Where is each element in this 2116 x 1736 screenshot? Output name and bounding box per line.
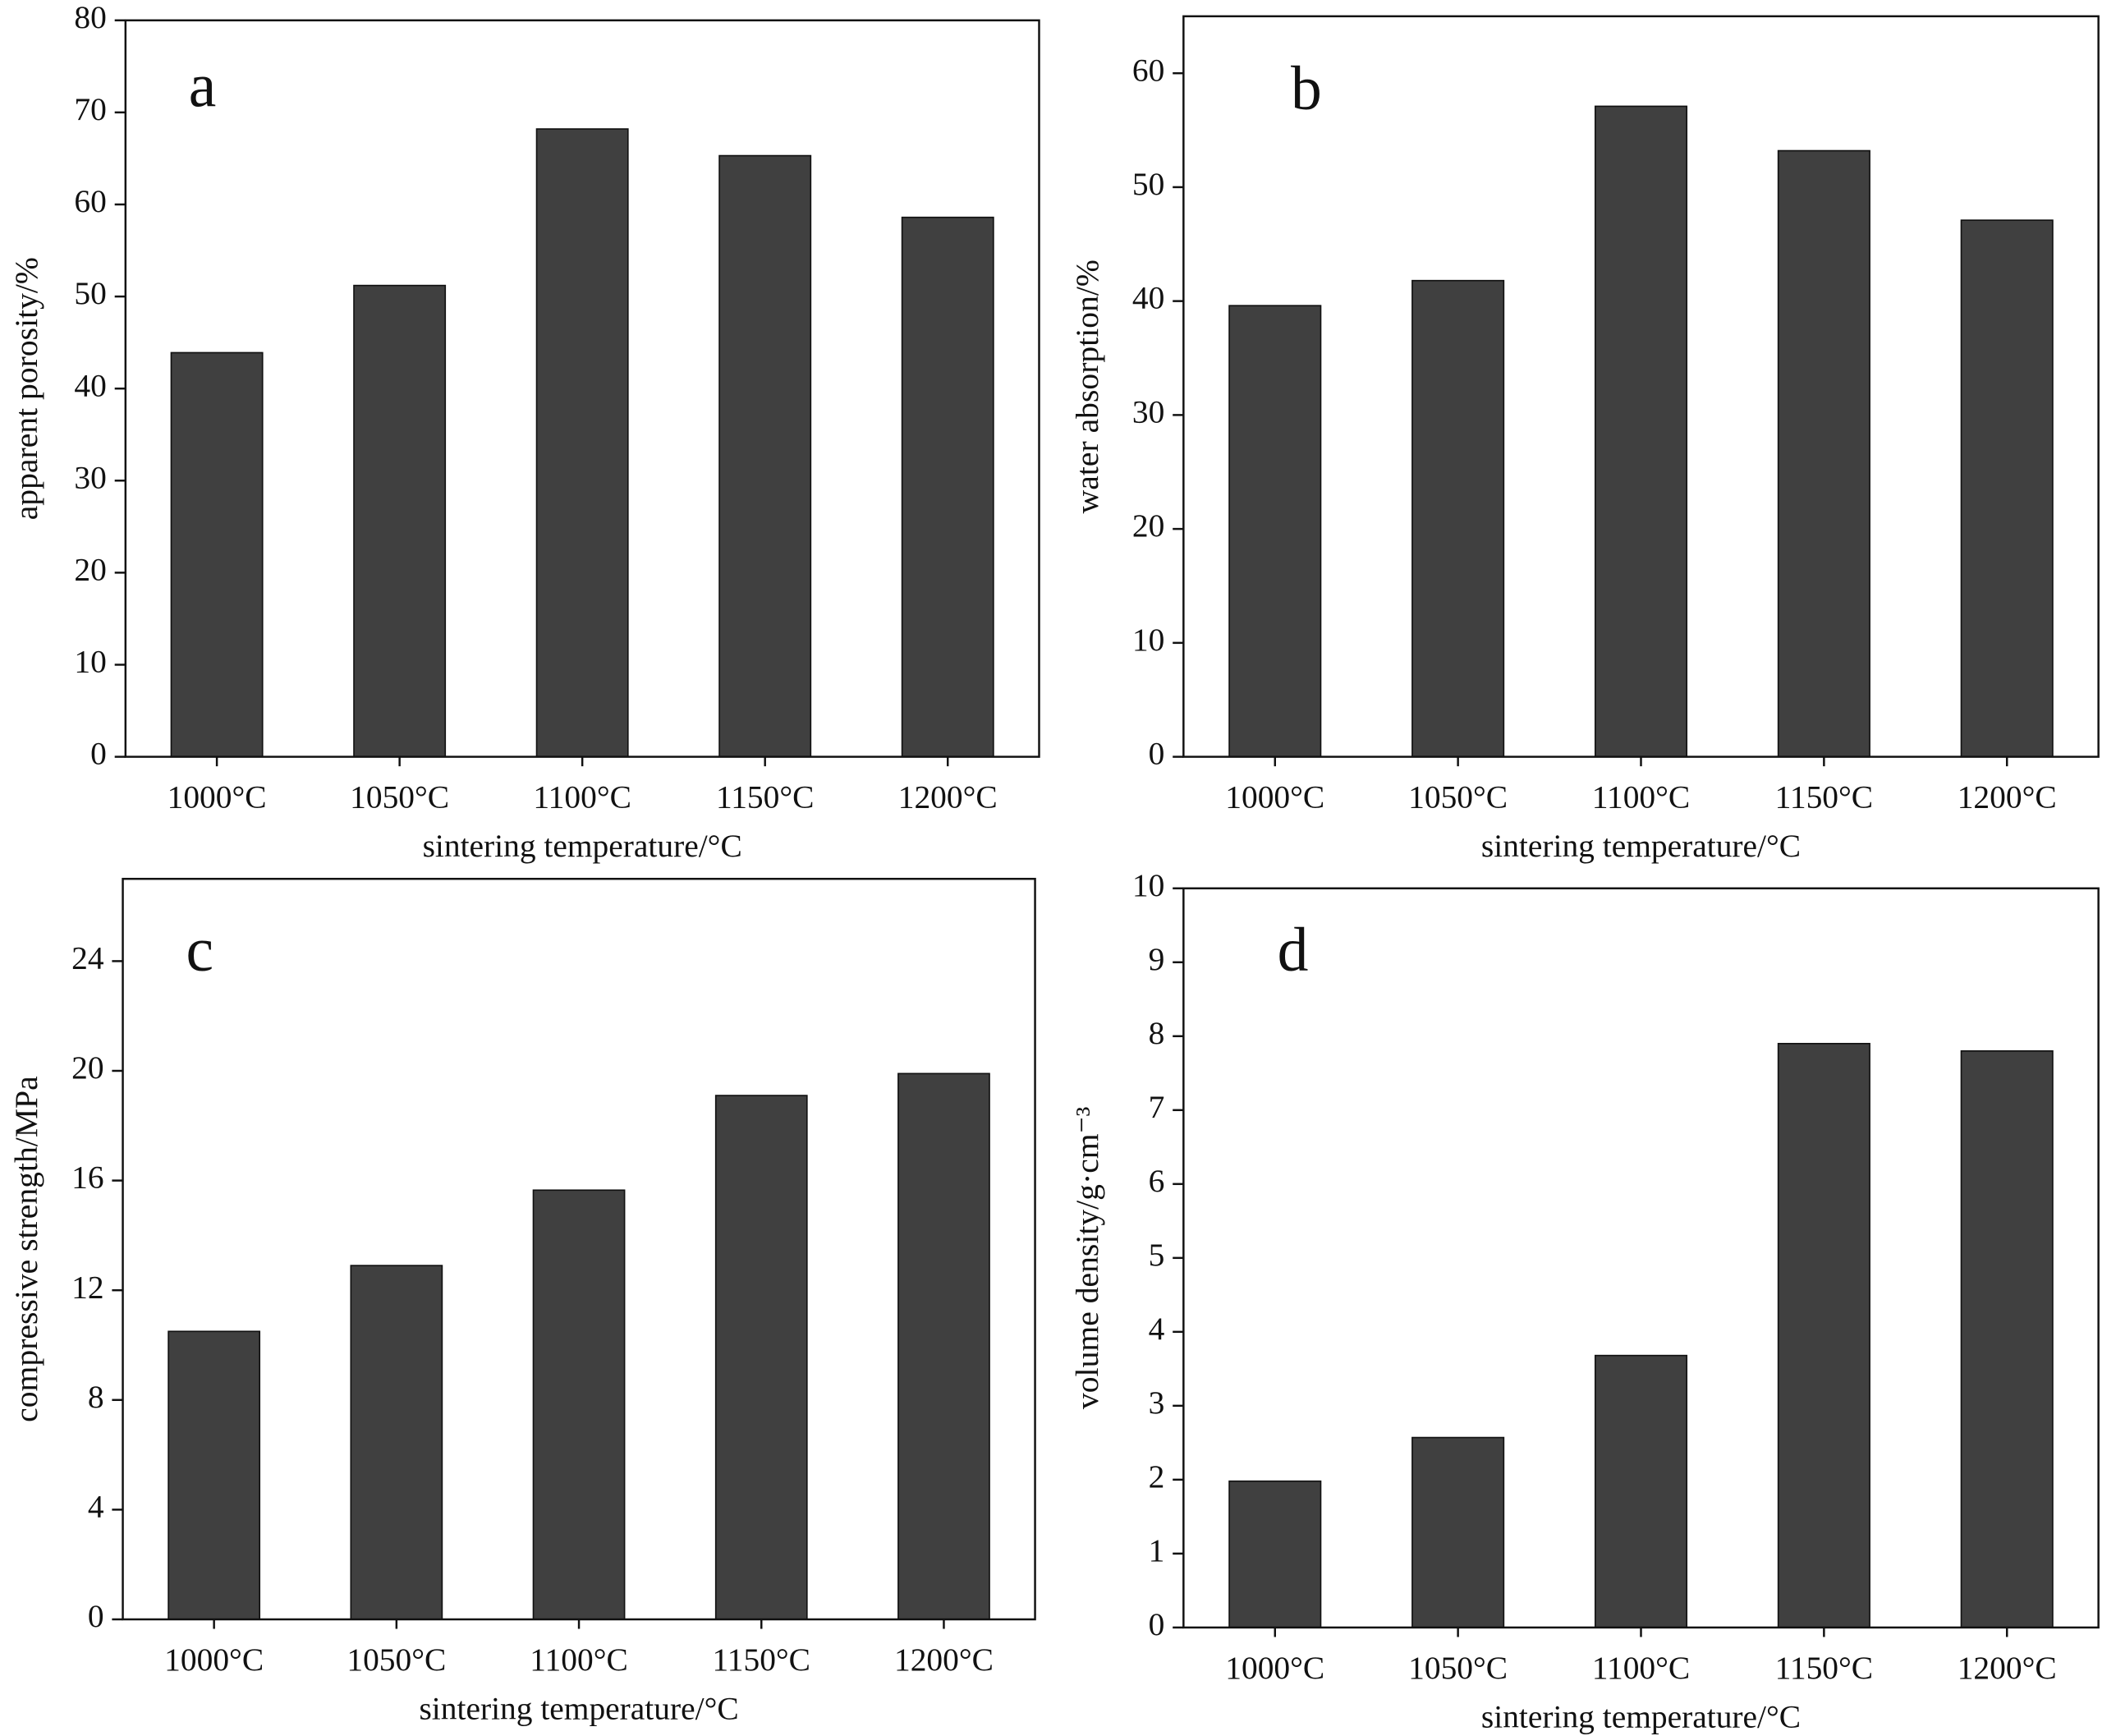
y-tick-label: 40 — [1132, 280, 1164, 316]
y-tick-label: 12 — [71, 1269, 103, 1305]
x-tick-label: 1200°C — [1958, 778, 2057, 815]
y-tick-label: 4 — [1149, 1311, 1165, 1347]
plot-frame — [122, 877, 1036, 1621]
x-tick-label: 1100°C — [1592, 778, 1690, 815]
bar — [1960, 219, 2054, 758]
y-tick-label: 60 — [1132, 52, 1164, 88]
bar — [350, 1265, 443, 1620]
bar — [170, 351, 264, 758]
plot-frame — [124, 19, 1040, 758]
y-tick-label: 50 — [1132, 166, 1164, 202]
x-tick-label: 1200°C — [894, 1642, 994, 1678]
y-tick-label: 10 — [1132, 867, 1164, 903]
bar — [901, 216, 994, 758]
bar — [532, 1189, 626, 1620]
y-tick-label: 0 — [1149, 736, 1165, 772]
bar — [1594, 105, 1688, 758]
y-tick-label: 20 — [71, 1049, 103, 1086]
bar — [1411, 1436, 1505, 1628]
x-tick-label: 1100°C — [533, 778, 631, 815]
bar — [168, 1330, 261, 1620]
y-axis-label: volume density/g·cm⁻³ — [1069, 1106, 1105, 1409]
bar — [535, 128, 629, 758]
panel: 1000°C 1050°C 1100°C 1150°C 1200°C 0 1 2 3 4 5 6 7 8 9… — [1069, 867, 2100, 1734]
y-tick-label: 0 — [88, 1598, 104, 1634]
bar — [353, 284, 447, 758]
x-tick-label: 1000°C — [168, 778, 267, 815]
x-tick-label: 1150°C — [713, 1642, 810, 1678]
y-tick-label: 1 — [1149, 1532, 1165, 1568]
x-tick-label: 1200°C — [1958, 1650, 2057, 1686]
bar — [1777, 1042, 1870, 1628]
y-tick-label: 10 — [74, 643, 106, 679]
y-tick-label: 9 — [1149, 941, 1165, 977]
y-tick-label: 3 — [1149, 1385, 1165, 1421]
x-axis-label: sintering temperature/°C — [1481, 1698, 1801, 1734]
bar — [1594, 1354, 1688, 1628]
y-axis-label: compressive strength/MPa — [8, 1076, 44, 1422]
panel: 1000°C 1050°C 1100°C 1150°C 1200°C 0 10 20 30 40 5… — [1069, 15, 2100, 864]
plot-frame — [1182, 15, 2100, 758]
y-tick-label: 0 — [1149, 1606, 1165, 1642]
x-tick-label: 1100°C — [1592, 1650, 1690, 1686]
y-tick-label: 20 — [74, 551, 106, 587]
x-tick-label: 1000°C — [1225, 778, 1324, 815]
x-tick-label: 1050°C — [350, 778, 449, 815]
x-axis-label: sintering temperature/°C — [1481, 828, 1801, 864]
bar — [714, 1095, 808, 1620]
panel-label: d — [1278, 916, 1309, 985]
y-tick-label: 24 — [71, 939, 104, 976]
x-tick-label: 1150°C — [1775, 778, 1873, 815]
y-tick-label: 50 — [74, 275, 106, 311]
y-tick-label: 8 — [88, 1379, 104, 1415]
y-tick-label: 30 — [74, 459, 106, 495]
panel: 1000°C 1050°C 1100°C 1150°C 1200°C 0 4 8 12 16 20 2… — [8, 877, 1036, 1726]
x-tick-label: 1050°C — [1408, 1650, 1508, 1686]
y-tick-label: 60 — [74, 183, 106, 219]
y-tick-label: 20 — [1132, 507, 1164, 544]
panel-label: b — [1291, 54, 1322, 123]
y-tick-label: 2 — [1149, 1458, 1165, 1495]
bar — [1228, 1480, 1322, 1628]
panel-label: a — [189, 52, 217, 121]
x-tick-label: 1100°C — [530, 1642, 627, 1678]
y-tick-label: 5 — [1149, 1237, 1165, 1273]
y-tick-label: 40 — [74, 367, 106, 403]
y-tick-label: 70 — [74, 91, 106, 127]
plot-frame — [1182, 887, 2100, 1629]
y-tick-label: 8 — [1149, 1015, 1165, 1051]
y-tick-label: 16 — [71, 1160, 103, 1196]
x-axis-label: sintering temperature/°C — [423, 828, 742, 864]
bar — [1777, 149, 1870, 758]
y-axis-label: apparent porosity/% — [8, 257, 44, 520]
y-tick-label: 10 — [1132, 622, 1164, 658]
y-axis-label: water absorption/% — [1069, 259, 1105, 513]
y-tick-label: 6 — [1149, 1163, 1165, 1199]
panel-label: c — [186, 916, 213, 985]
bar — [1960, 1049, 2054, 1628]
x-tick-label: 1150°C — [716, 778, 814, 815]
bar — [1411, 279, 1505, 758]
x-tick-label: 1000°C — [164, 1642, 264, 1678]
bar — [897, 1072, 990, 1620]
x-tick-label: 1000°C — [1225, 1650, 1324, 1686]
y-tick-label: 80 — [74, 0, 106, 35]
panel: 1000°C 1050°C 1100°C 1150°C 1200°C 0 10 20 30 40 5… — [8, 0, 1040, 864]
bar — [718, 154, 812, 758]
x-axis-label: sintering temperature/°C — [419, 1690, 738, 1726]
y-tick-label: 0 — [90, 736, 107, 772]
y-tick-label: 4 — [88, 1488, 104, 1524]
y-tick-label: 7 — [1149, 1089, 1165, 1125]
x-tick-label: 1150°C — [1775, 1650, 1873, 1686]
x-tick-label: 1050°C — [347, 1642, 446, 1678]
bar — [1228, 305, 1322, 758]
x-tick-label: 1200°C — [898, 778, 998, 815]
x-tick-label: 1050°C — [1408, 778, 1508, 815]
y-tick-label: 30 — [1132, 393, 1164, 429]
